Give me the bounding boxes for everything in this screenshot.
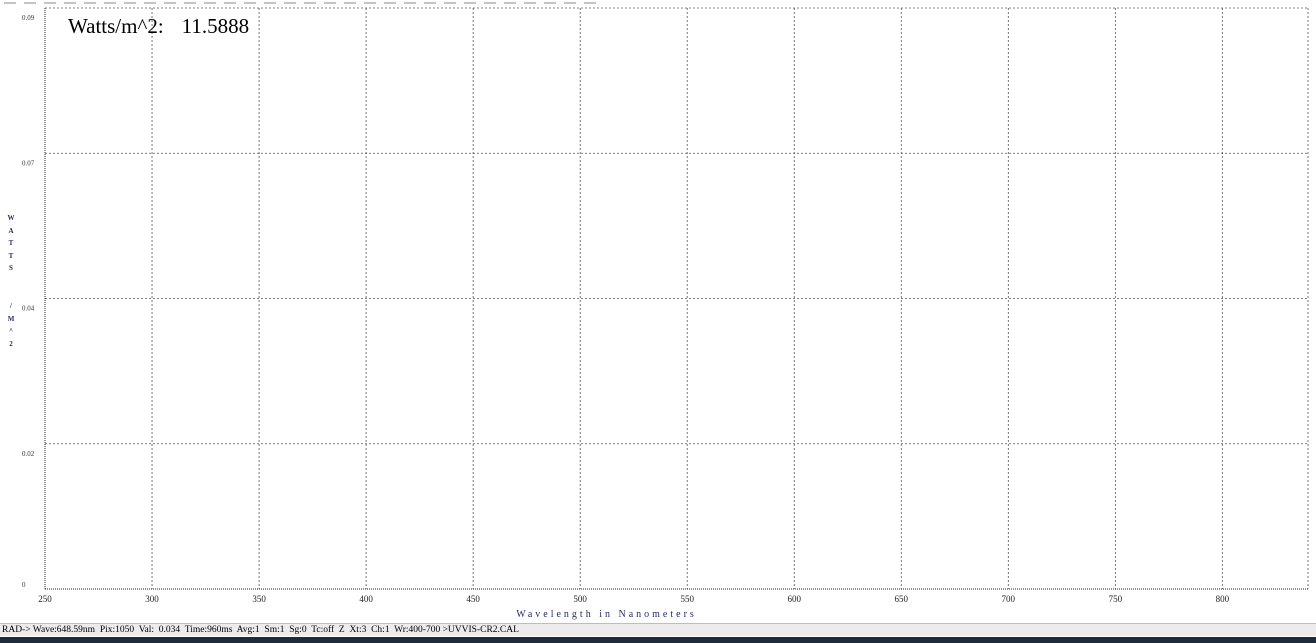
x-tick-label-500: 500 [573, 594, 587, 604]
y-tick-label-0.09: 0.09 [22, 14, 35, 22]
y-axis-label-letter: T [8, 239, 14, 248]
x-tick-label-400: 400 [359, 594, 373, 604]
y-axis-label-letter: S [9, 264, 13, 273]
x-tick-label-700: 700 [1002, 594, 1016, 604]
top-toolbar-strip [4, 2, 596, 4]
chart-axes [44, 8, 1308, 590]
y-tick-label-0.04: 0.04 [22, 305, 35, 313]
irradiance-readout: Watts/m^2: 11.5888 [68, 14, 249, 39]
x-tick-label-450: 450 [466, 594, 480, 604]
x-tick-label-800: 800 [1216, 594, 1230, 604]
y-tick-label-0.02: 0.02 [22, 450, 35, 458]
readout-label: Watts/m^2: [68, 14, 164, 38]
x-tick-label-750: 750 [1109, 594, 1123, 604]
status-bar: RAD-> Wave:648.59nm Pix:1050 Val: 0.034 … [0, 623, 1316, 636]
x-tick-label-300: 300 [145, 594, 159, 604]
y-axis-label-letter: A [8, 226, 14, 235]
y-axis-label-letter [7, 275, 15, 300]
taskbar [0, 637, 1316, 643]
x-tick-labels: 250 300 350 400 450 500 550 600 650 700 750 800 [38, 594, 1229, 604]
y-axis-label-letter: ^ [8, 327, 14, 336]
spectrum-chart: 0 0.02 0.04 0.07 0.09 250 300 350 400 450 500 550 6… [22, 7, 1309, 604]
x-tick-label-600: 600 [787, 594, 801, 604]
x-tick-label-550: 550 [680, 594, 694, 604]
chart-grid [45, 7, 1309, 589]
readout-value: 11.5888 [181, 14, 250, 38]
y-axis-label-letter: M [7, 314, 15, 323]
y-axis-label-letter: / [10, 301, 12, 310]
y-axis-label: W A T T S / M ^ 2 [7, 212, 15, 350]
y-tick-label-0.07: 0.07 [22, 159, 35, 167]
y-axis-label-letter: T [8, 251, 14, 260]
x-tick-label-350: 350 [252, 594, 266, 604]
y-tick-label-0: 0 [22, 581, 26, 589]
x-axis-label: Wavelength in Nanometers [516, 609, 697, 620]
x-tick-label-250: 250 [38, 594, 52, 604]
y-axis-label-letter: 2 [9, 339, 13, 348]
x-tick-label-650: 650 [895, 594, 909, 604]
y-axis-label-letter: W [7, 214, 15, 222]
y-tick-labels: 0 0.02 0.04 0.07 0.09 [22, 14, 35, 589]
